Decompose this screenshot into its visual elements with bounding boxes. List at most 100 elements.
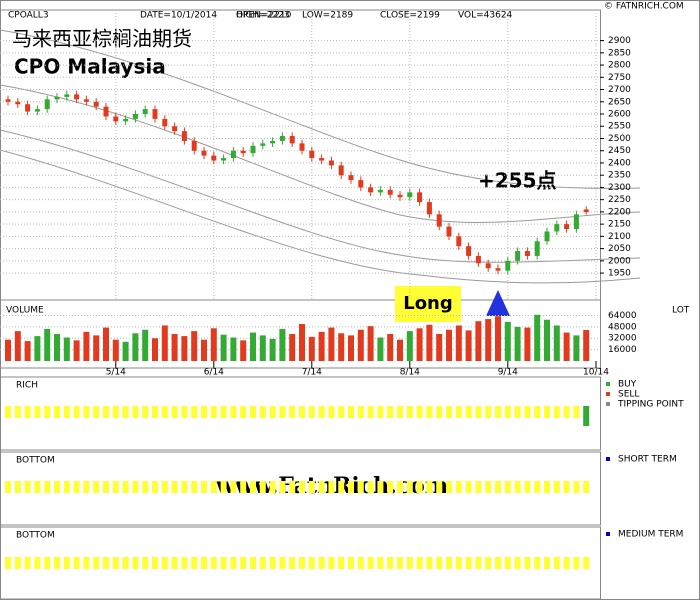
signal-bar <box>446 481 452 493</box>
volume-bar <box>446 329 452 361</box>
volume-bar <box>436 333 443 361</box>
y-tick-label: 2650 <box>608 97 631 107</box>
signal-bar <box>259 481 266 493</box>
signal-bar <box>210 481 217 493</box>
candle-body <box>358 180 364 188</box>
legend-swatch <box>606 532 610 536</box>
signal-bar <box>416 406 423 418</box>
signal-bar <box>377 481 384 493</box>
annotation: +255点 <box>478 169 557 193</box>
y-tick-label: 2350 <box>608 171 631 181</box>
signal-bar <box>73 481 80 493</box>
signal-bar <box>426 406 433 418</box>
signal-bar <box>387 557 394 569</box>
candle-body <box>338 165 344 176</box>
signal-bar <box>553 406 560 418</box>
volume-bar <box>83 331 90 361</box>
signal-bar <box>5 481 11 493</box>
panel-title: BOTTOM <box>16 531 55 541</box>
volume-bar <box>34 336 41 361</box>
signal-bar <box>299 406 305 418</box>
signal-bar <box>514 406 521 418</box>
symbol: CPOALL3 <box>8 11 49 21</box>
volume-bar <box>240 340 247 361</box>
signal-bar <box>103 406 109 418</box>
panel-title: RICH <box>16 381 38 391</box>
signal-bar <box>426 481 433 493</box>
x-tick-label: 6/14 <box>204 368 224 378</box>
candle-body <box>554 224 560 232</box>
volume-bar <box>397 339 403 361</box>
candle-body <box>279 136 285 141</box>
volume-bar <box>524 327 531 361</box>
signal-bar <box>161 557 168 569</box>
volume-bar <box>142 329 149 361</box>
signal-bar <box>210 406 217 418</box>
signal-bar <box>348 481 354 493</box>
signal-bar <box>583 481 590 493</box>
signal-bar <box>210 557 217 569</box>
signal-bar <box>426 557 433 569</box>
y-tick-label: 2550 <box>608 122 631 132</box>
signal-bar <box>465 481 472 493</box>
candle-body <box>397 194 403 198</box>
volume-bar <box>103 327 109 361</box>
signal-bar <box>504 406 511 418</box>
candle-body <box>172 126 178 132</box>
signal-bar <box>495 481 501 493</box>
volume-bar <box>406 331 413 361</box>
y-tick-label: 16000 <box>608 345 637 355</box>
x-tick-label: 9/14 <box>498 368 518 378</box>
signal-bar <box>485 481 492 493</box>
signal-bar <box>397 557 403 569</box>
volume-bar <box>93 335 100 361</box>
y-tick-label: 2500 <box>608 134 631 144</box>
volume-bar <box>14 331 21 361</box>
signal-bar <box>132 481 139 493</box>
signal-bar <box>24 406 31 418</box>
header-info: CLOSE=2199 <box>380 11 440 21</box>
rich-panel <box>0 376 601 451</box>
signal-bar <box>220 406 227 418</box>
candle-body <box>240 150 246 154</box>
signal-bar <box>299 557 305 569</box>
signal-bar <box>44 406 51 418</box>
chart-subtitle: CPO Malaysia <box>14 55 166 79</box>
volume-bar <box>495 316 501 361</box>
volume-bar <box>367 326 374 361</box>
signal-bar <box>171 557 178 569</box>
candle-body <box>524 251 530 256</box>
signal-bar <box>367 557 374 569</box>
candle-body <box>34 109 40 112</box>
signal-bar <box>259 406 266 418</box>
candle-body <box>377 189 383 193</box>
signal-bar <box>308 406 315 418</box>
signal-bar <box>475 481 482 493</box>
signal-bar <box>318 481 325 493</box>
candle-body <box>426 202 432 215</box>
signal-bar <box>553 481 560 493</box>
volume-bar <box>279 329 286 361</box>
signal-bar <box>338 406 345 418</box>
signal-bar <box>308 557 315 569</box>
volume-bar <box>289 333 296 361</box>
signal-bar <box>24 557 31 569</box>
signal-bar <box>181 481 188 493</box>
y-tick-label: 2900 <box>608 36 631 46</box>
signal-bar <box>289 406 296 418</box>
signal-bar <box>142 557 149 569</box>
candle-body <box>221 158 227 161</box>
signal-bar <box>112 557 119 569</box>
signal-bar <box>289 481 296 493</box>
candle-body <box>44 99 50 110</box>
signal-bar <box>338 481 345 493</box>
chart-title: 马来西亚棕榈油期货 <box>12 27 192 51</box>
signal-bar <box>563 406 570 418</box>
volume-bar <box>191 331 198 361</box>
signal-bar <box>563 557 570 569</box>
signal-bar <box>240 557 247 569</box>
candle-body <box>270 140 276 144</box>
signal-bar <box>54 557 60 569</box>
y-tick-label: 2600 <box>608 110 631 120</box>
signal-bar <box>279 406 286 418</box>
